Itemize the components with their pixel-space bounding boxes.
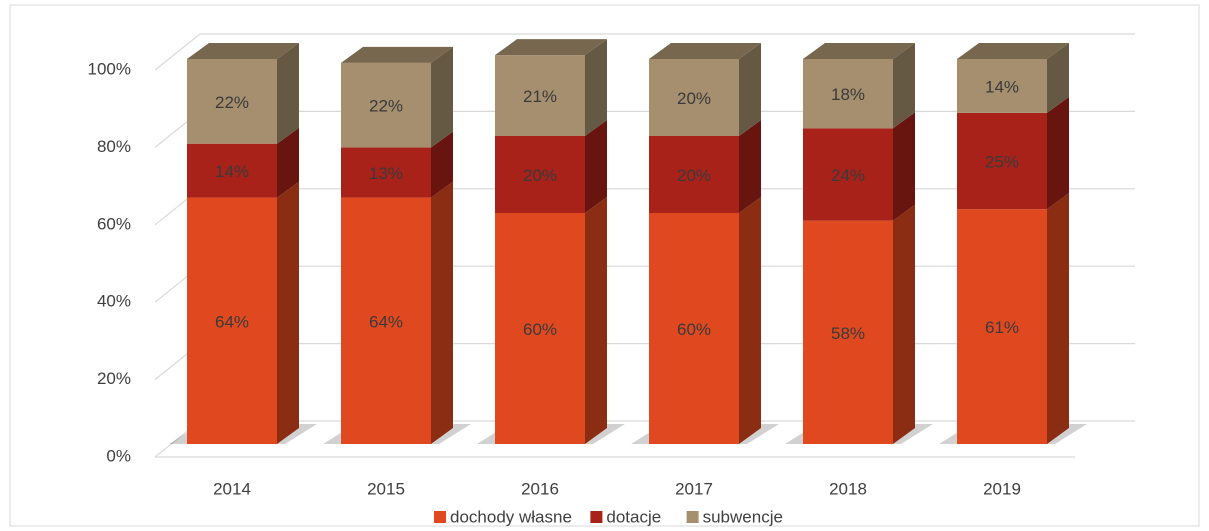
- bar: [341, 62, 431, 148]
- y-tick-label: 0%: [106, 446, 131, 465]
- data-label: 22%: [215, 93, 249, 112]
- data-label: 64%: [369, 312, 403, 331]
- x-tick-label: 2019: [983, 479, 1021, 498]
- bar-side: [739, 120, 761, 213]
- bar-side: [1047, 43, 1069, 113]
- data-label: 18%: [831, 85, 865, 104]
- bar-top: [957, 43, 1069, 59]
- data-label: 60%: [677, 320, 711, 339]
- data-label: 58%: [831, 324, 865, 343]
- bar: [803, 128, 893, 221]
- bar-side: [893, 204, 915, 444]
- bar: [187, 143, 277, 198]
- y-tick-label: 60%: [97, 214, 131, 233]
- legend-label: subwencje: [703, 507, 783, 526]
- x-tick-label: 2014: [213, 479, 251, 498]
- bar: [803, 220, 893, 444]
- bar: [495, 136, 585, 213]
- bar: [957, 59, 1047, 113]
- y-tick-label: 80%: [97, 137, 131, 156]
- data-label: 60%: [523, 320, 557, 339]
- legend-label: dochody własne: [450, 507, 572, 526]
- data-label: 21%: [523, 87, 557, 106]
- bar: [649, 213, 739, 444]
- bar-side: [739, 197, 761, 444]
- bar-top: [341, 46, 453, 63]
- bar-side: [277, 43, 299, 144]
- data-label: 61%: [985, 318, 1019, 337]
- data-label: 20%: [677, 89, 711, 108]
- bar-side: [431, 181, 453, 444]
- bar-side: [1047, 96, 1069, 210]
- data-label: 22%: [369, 97, 403, 116]
- data-label: 13%: [369, 164, 403, 183]
- legend-swatch: [686, 511, 699, 523]
- bar-top: [803, 43, 915, 59]
- bar-top: [495, 39, 607, 56]
- data-label: 64%: [215, 312, 249, 331]
- y-tick-label: 100%: [88, 59, 131, 78]
- y-tick-label: 40%: [97, 292, 131, 311]
- data-label: 14%: [985, 77, 1019, 96]
- bar-top: [649, 43, 761, 59]
- bar: [649, 59, 739, 136]
- bar-side: [1047, 193, 1069, 444]
- bar: [495, 213, 585, 444]
- bar: [957, 209, 1047, 444]
- x-tick-label: 2017: [675, 479, 713, 498]
- bar-top: [187, 43, 299, 59]
- bar-side: [893, 43, 915, 129]
- bar-side: [431, 46, 453, 148]
- bar-side: [585, 197, 607, 444]
- data-label: 25%: [985, 153, 1019, 172]
- legend-swatch: [590, 511, 603, 523]
- y-tick-label: 20%: [97, 369, 131, 388]
- bar-side: [431, 131, 453, 198]
- bar-side: [277, 181, 299, 444]
- bar-side: [893, 112, 915, 221]
- data-label: 20%: [523, 166, 557, 185]
- legend-swatch: [434, 511, 446, 523]
- bar: [187, 197, 277, 444]
- bar-side: [585, 39, 607, 136]
- legend-label: dotacje: [606, 507, 661, 526]
- bar-side: [739, 43, 761, 136]
- bar: [187, 59, 277, 144]
- x-tick-label: 2016: [521, 479, 559, 498]
- bar-side: [277, 127, 299, 198]
- x-tick-label: 2018: [829, 479, 867, 498]
- bar: [341, 197, 431, 444]
- data-label: 14%: [215, 162, 249, 181]
- bar-side: [585, 120, 607, 213]
- data-label: 20%: [677, 166, 711, 185]
- grid-line: [154, 33, 1135, 71]
- bar: [957, 112, 1047, 210]
- bar: [341, 147, 431, 198]
- data-label: 24%: [831, 166, 865, 185]
- bar: [495, 55, 585, 136]
- x-tick-label: 2015: [367, 479, 405, 498]
- bar: [803, 59, 893, 129]
- bar: [649, 136, 739, 213]
